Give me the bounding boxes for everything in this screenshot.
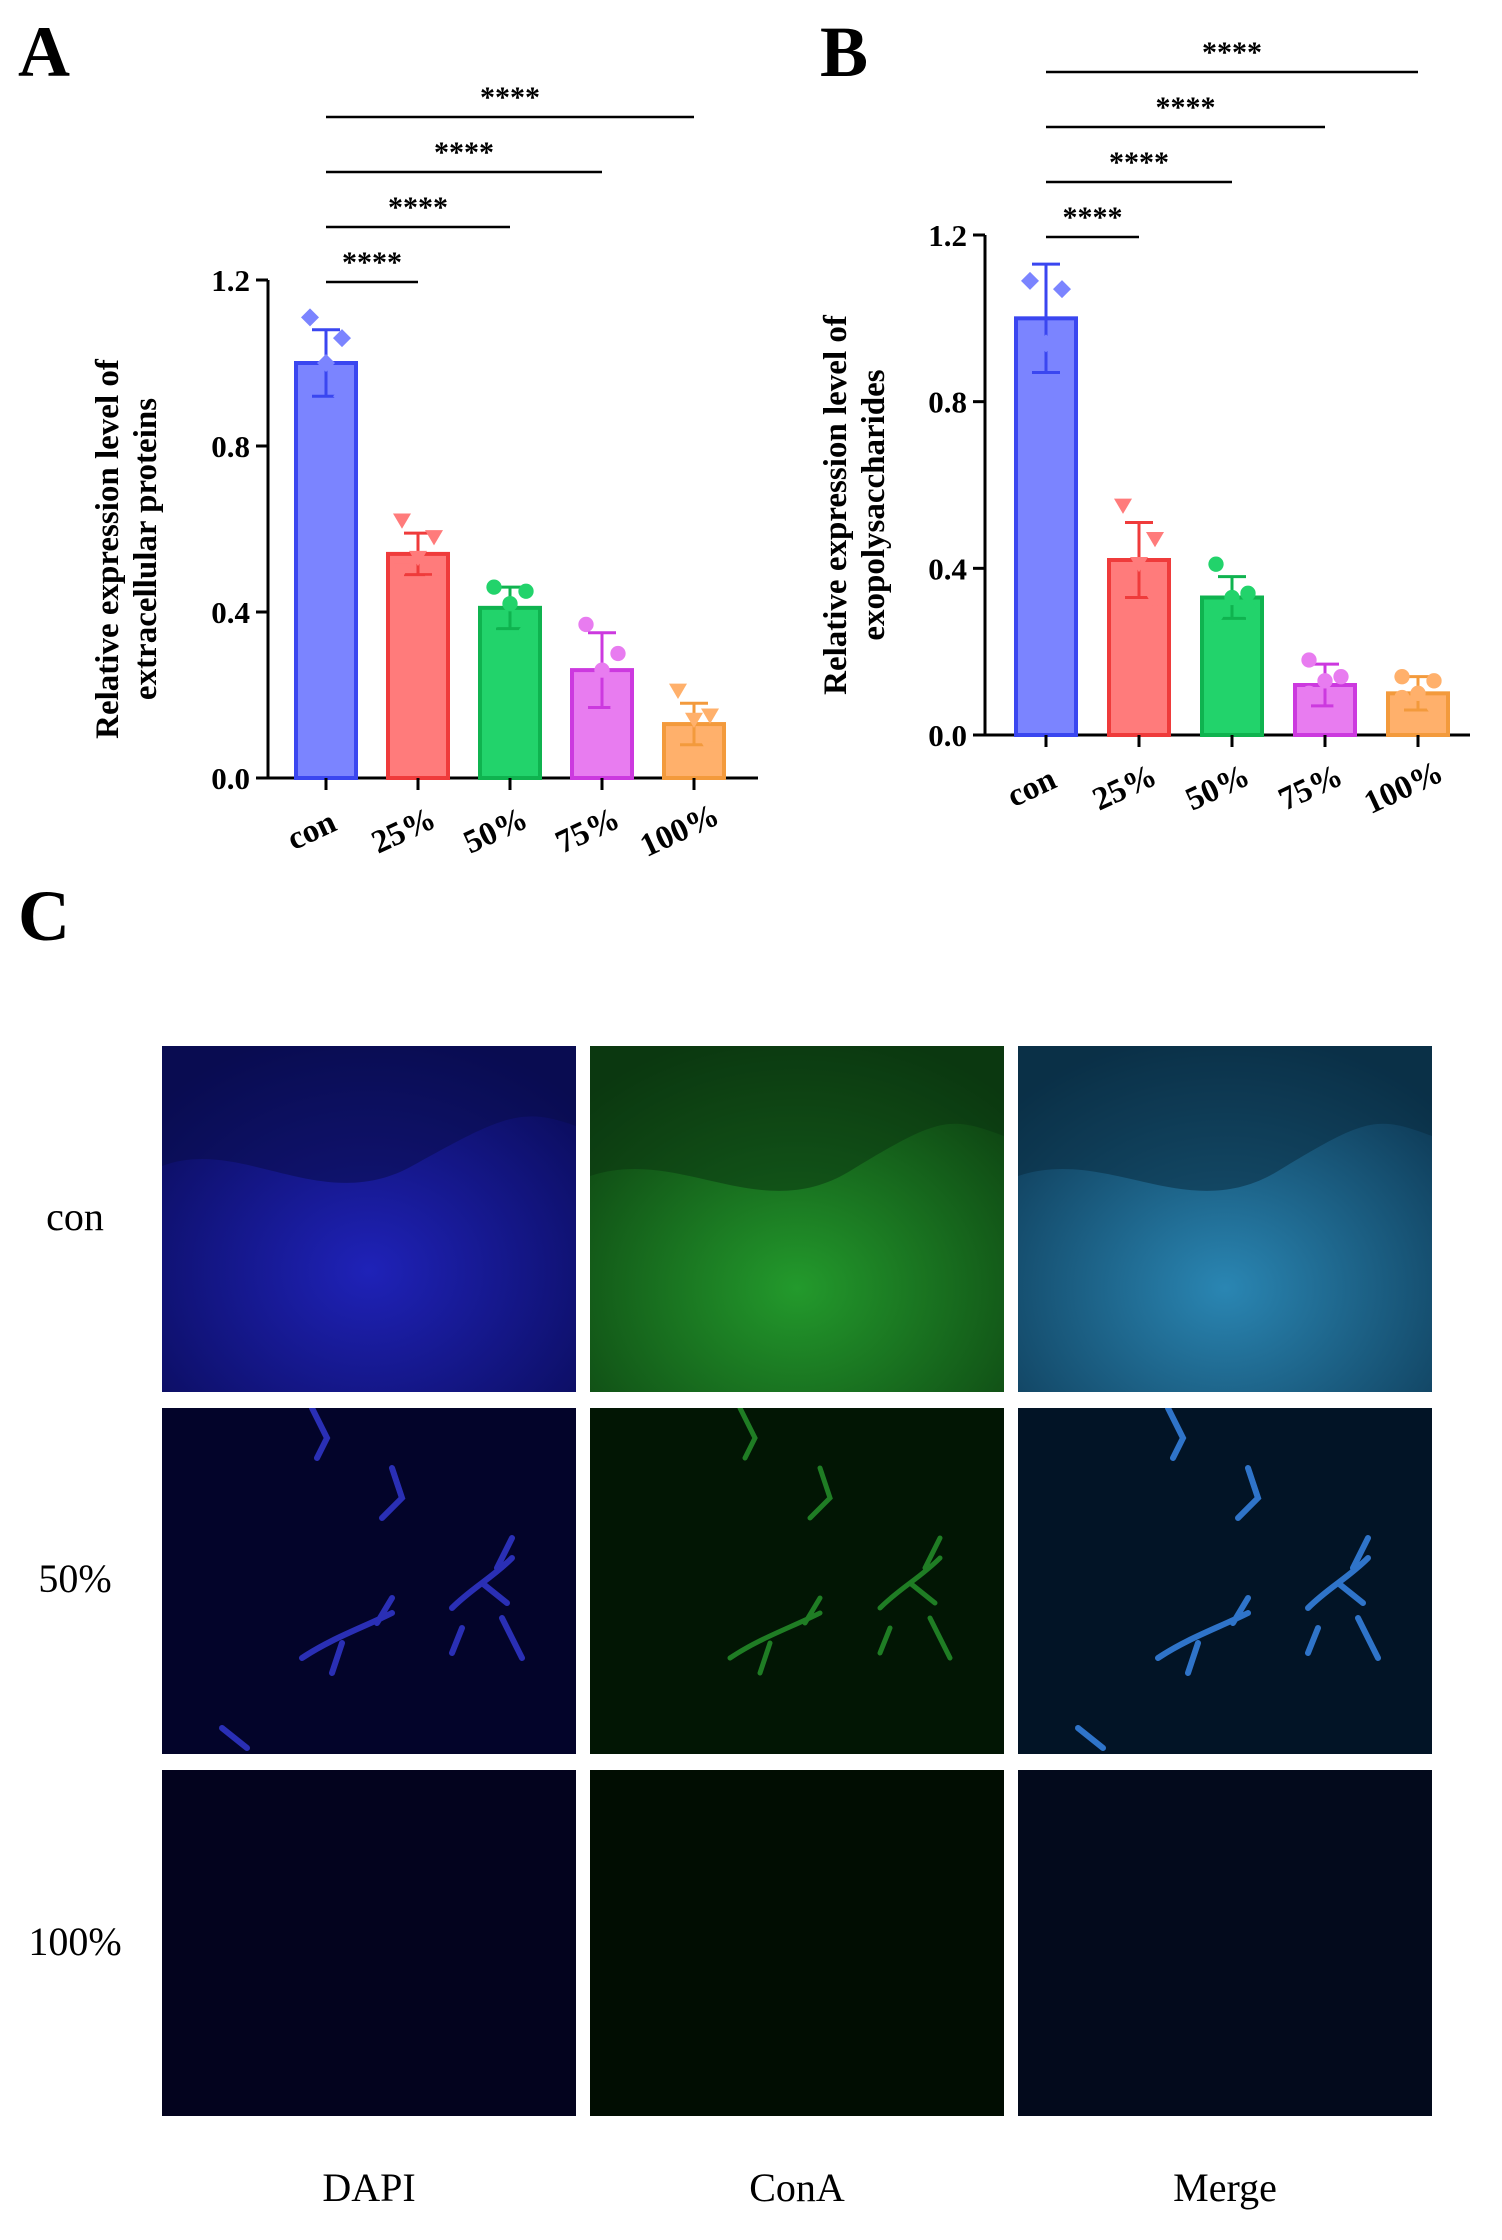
data-point: [1410, 685, 1426, 701]
y-tick-label: 1.2: [928, 218, 967, 253]
data-point: [1301, 652, 1317, 668]
y-axis-label: exopolysaccharides: [856, 369, 892, 640]
micrograph-100-cona: [590, 1770, 1004, 2116]
data-point: [1240, 585, 1256, 601]
micrograph-con-dapi: [162, 1046, 576, 1392]
panel-label-b: B: [820, 12, 869, 92]
micrograph-100-merge: [1018, 1770, 1432, 2116]
data-point: [610, 645, 626, 662]
row-label-con: con: [46, 1194, 104, 1239]
panel-label-a: A: [18, 12, 70, 92]
micrograph-50-cona: [590, 1408, 1004, 1754]
data-point: [610, 699, 626, 716]
micrograph-con-merge: [1018, 1046, 1432, 1392]
row-label-100: 100%: [28, 1919, 122, 1964]
x-tick-label: 25%: [1087, 758, 1162, 819]
data-point: [1146, 531, 1164, 548]
data-point: [1130, 556, 1148, 573]
data-point: [1021, 371, 1039, 390]
significance-label: ****: [1109, 146, 1169, 179]
y-axis-label: extracellular proteins: [128, 398, 164, 700]
x-tick-label: 50%: [1180, 758, 1255, 819]
data-point: [1333, 669, 1349, 685]
data-point: [1037, 334, 1055, 353]
micrograph-100-dapi: [162, 1770, 576, 2116]
data-point: [317, 354, 335, 372]
data-point: [393, 513, 411, 529]
y-axis-label: Relative expression level of: [90, 358, 126, 739]
data-point: [425, 530, 443, 546]
panel-label-c: C: [18, 876, 70, 956]
data-point: [1208, 556, 1224, 572]
data-point: [518, 625, 534, 641]
data-point: [1394, 669, 1410, 685]
significance-label: ****: [388, 191, 448, 224]
chart-a: 0.0 0.4 0.8 1.2 Relative expression level of…: [90, 81, 758, 865]
data-point: [425, 575, 443, 592]
data-point: [1394, 689, 1410, 706]
data-point: [1053, 280, 1071, 299]
y-tick-label: 0.0: [211, 761, 250, 796]
y-tick-label: 0.4: [928, 551, 967, 586]
data-point: [301, 308, 319, 327]
y-tick-label: 1.2: [211, 263, 250, 298]
y-tick-label: 0.8: [211, 429, 250, 464]
data-point: [594, 662, 610, 678]
data-point: [393, 563, 411, 579]
data-point: [486, 579, 502, 595]
data-point: [1053, 388, 1071, 407]
data-point: [1317, 673, 1333, 689]
bar: [294, 361, 358, 780]
micrograph-50-merge: [1018, 1408, 1432, 1754]
data-point: [301, 374, 319, 393]
data-point: [1426, 673, 1442, 689]
data-point: [486, 612, 502, 628]
data-point: [701, 708, 719, 724]
data-point: [578, 616, 594, 633]
data-point: [409, 550, 427, 567]
data-point: [502, 596, 518, 612]
col-label-dapi: DAPI: [322, 2165, 416, 2210]
significance-label: ****: [1156, 91, 1216, 124]
data-point: [1021, 271, 1039, 290]
col-label-merge: Merge: [1173, 2165, 1277, 2210]
data-point: [685, 712, 703, 728]
data-point: [1114, 498, 1132, 514]
data-point: [1426, 698, 1442, 714]
significance-label: ****: [434, 136, 494, 169]
data-point: [518, 583, 534, 599]
significance-label: ****: [342, 246, 402, 279]
chart-b: 0.0 0.4 0.8 1.2 Relative expression level of…: [818, 36, 1470, 822]
significance-label: ****: [1063, 201, 1123, 234]
micrograph-50-dapi: [162, 1408, 576, 1754]
y-tick-label: 0.0: [928, 718, 967, 753]
data-point: [333, 387, 351, 406]
significance-label: ****: [480, 81, 540, 114]
significance-label: ****: [1202, 36, 1262, 69]
data-point: [1240, 602, 1256, 618]
data-point: [1146, 594, 1164, 610]
row-label-50: 50%: [38, 1556, 112, 1601]
data-point: [333, 329, 351, 348]
data-point: [1301, 685, 1317, 701]
data-point: [578, 679, 594, 695]
data-point: [1224, 589, 1240, 606]
x-tick-label: con: [1002, 761, 1062, 815]
y-axis-label: Relative expression level of: [818, 314, 854, 695]
x-tick-label: 75%: [1273, 758, 1348, 819]
data-point: [669, 729, 687, 745]
data-point: [701, 741, 719, 758]
y-tick-label: 0.8: [928, 385, 967, 420]
data-point: [1114, 573, 1132, 589]
x-tick-label: 100%: [1359, 754, 1449, 821]
y-tick-label: 0.4: [211, 595, 250, 630]
data-point: [1208, 606, 1224, 622]
col-label-cona: ConA: [749, 2165, 845, 2210]
data-point: [669, 683, 687, 699]
data-point: [1333, 698, 1349, 714]
micrograph-con-cona: [590, 1046, 1004, 1392]
